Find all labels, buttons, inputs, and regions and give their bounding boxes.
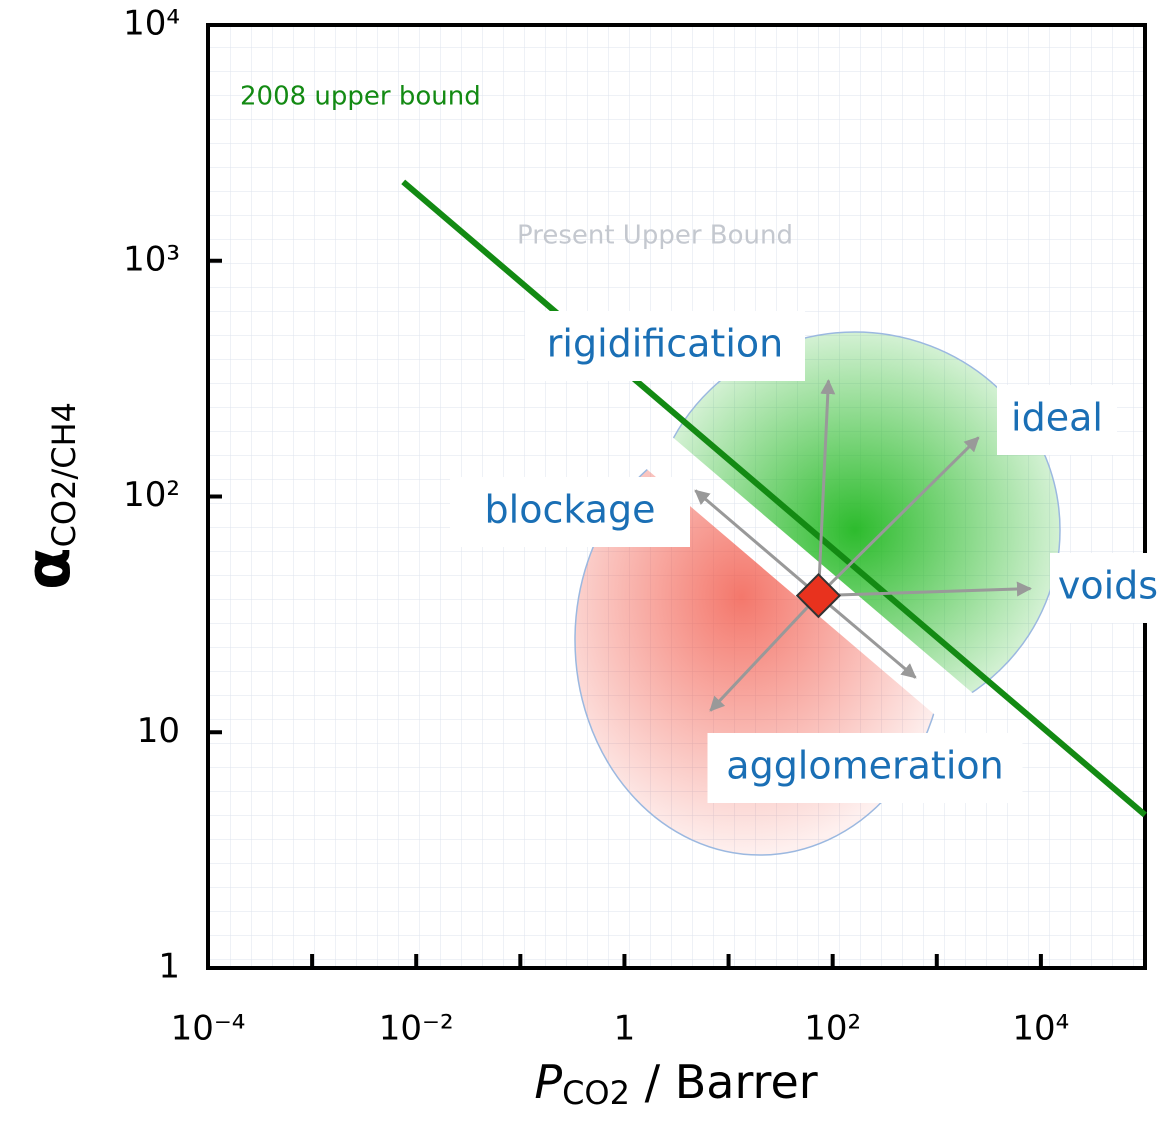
y-tick-label: 10⁴ — [123, 4, 180, 44]
x-tick-label: 10⁻⁴ — [171, 1009, 246, 1049]
x-tick-label: 10⁻² — [379, 1009, 454, 1049]
y-label-symbol: α — [11, 547, 84, 590]
annotation: agglomeration — [726, 744, 1003, 788]
x-tick-label: 10⁴ — [1012, 1009, 1069, 1049]
background-label: Present Upper Bound — [517, 221, 793, 251]
x-axis-label: PCO2 / Barrer — [534, 1055, 817, 1113]
y-label-subscript: CO2/CH4 — [45, 402, 83, 547]
x-label-unit: / Barrer — [630, 1055, 818, 1109]
annotation: ideal — [1011, 396, 1103, 440]
y-axis-label: αCO2/CH4 — [11, 402, 84, 590]
x-tick-label: 1 — [614, 1009, 636, 1049]
x-label-subscript: CO2 — [562, 1074, 630, 1112]
y-tick-label: 10³ — [123, 239, 180, 279]
series-label: 2008 upper bound — [240, 82, 481, 112]
y-tick-label: 1 — [158, 947, 180, 987]
annotation: blockage — [485, 488, 656, 532]
x-tick-label: 10² — [804, 1009, 861, 1049]
y-tick-label: 10 — [137, 711, 180, 751]
x-label-symbol: P — [534, 1055, 562, 1109]
y-tick-label: 10² — [123, 475, 180, 515]
annotation: rigidification — [547, 322, 783, 366]
chart: Present Upper Bound 10⁻⁴ 10⁻² 1 10² 10⁴ 1 10 10²… — [0, 0, 1166, 1121]
annotation: voids — [1058, 564, 1158, 608]
